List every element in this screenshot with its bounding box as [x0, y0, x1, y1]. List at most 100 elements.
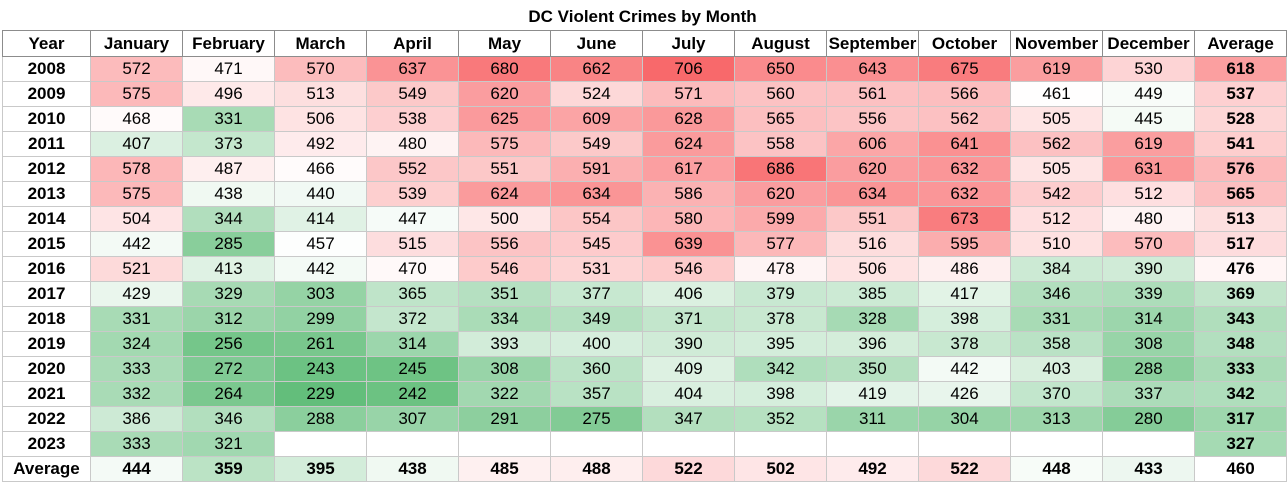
row-average-cell[interactable]: 618	[1194, 56, 1288, 82]
value-cell[interactable]: 545	[550, 231, 643, 257]
value-cell[interactable]: 322	[458, 381, 551, 407]
value-cell[interactable]: 686	[734, 156, 827, 182]
row-average-cell[interactable]: 565	[1194, 181, 1288, 207]
value-cell[interactable]: 470	[366, 256, 459, 282]
month-average-cell[interactable]: 359	[182, 456, 275, 482]
month-average-cell[interactable]: 444	[90, 456, 183, 482]
value-cell[interactable]: 625	[458, 106, 551, 132]
row-average-cell[interactable]: 369	[1194, 281, 1288, 307]
month-header[interactable]: July	[642, 30, 735, 57]
value-cell[interactable]: 339	[1101, 281, 1196, 307]
value-cell[interactable]: 504	[90, 206, 183, 232]
value-cell[interactable]: 351	[458, 281, 551, 307]
row-average-cell[interactable]: 537	[1194, 81, 1288, 107]
value-cell[interactable]: 468	[90, 106, 183, 132]
value-cell[interactable]: 426	[918, 381, 1011, 407]
month-header[interactable]: June	[550, 30, 643, 57]
value-cell[interactable]: 662	[550, 56, 643, 82]
value-cell[interactable]: 542	[1010, 181, 1103, 207]
value-cell[interactable]	[274, 431, 367, 457]
month-average-cell[interactable]: 485	[458, 456, 551, 482]
value-cell[interactable]	[366, 431, 459, 457]
value-cell[interactable]: 486	[918, 256, 1011, 282]
value-cell[interactable]: 386	[90, 406, 183, 432]
value-cell[interactable]: 641	[918, 131, 1011, 157]
value-cell[interactable]: 565	[734, 106, 827, 132]
year-cell[interactable]: 2009	[2, 81, 91, 107]
row-average-cell[interactable]: 348	[1194, 331, 1288, 357]
value-cell[interactable]: 308	[1101, 331, 1196, 357]
overall-average-cell[interactable]: 460	[1194, 456, 1288, 482]
value-cell[interactable]: 634	[550, 181, 643, 207]
value-cell[interactable]: 303	[274, 281, 367, 307]
value-cell[interactable]: 333	[90, 356, 183, 382]
value-cell[interactable]: 556	[826, 106, 919, 132]
value-cell[interactable]: 595	[918, 231, 1011, 257]
value-cell[interactable]: 680	[458, 56, 551, 82]
value-cell[interactable]: 546	[458, 256, 551, 282]
value-cell[interactable]: 314	[1101, 306, 1196, 332]
value-cell[interactable]: 620	[734, 181, 827, 207]
month-header[interactable]: November	[1010, 30, 1103, 57]
value-cell[interactable]: 280	[1101, 406, 1196, 432]
value-cell[interactable]: 243	[274, 356, 367, 382]
value-cell[interactable]: 447	[366, 206, 459, 232]
value-cell[interactable]: 637	[366, 56, 459, 82]
month-header[interactable]: January	[90, 30, 183, 57]
value-cell[interactable]: 516	[826, 231, 919, 257]
value-cell[interactable]: 639	[642, 231, 735, 257]
month-header[interactable]: February	[182, 30, 275, 57]
value-cell[interactable]: 321	[182, 431, 275, 457]
value-cell[interactable]: 496	[182, 81, 275, 107]
value-cell[interactable]: 619	[1010, 56, 1103, 82]
value-cell[interactable]: 417	[918, 281, 1011, 307]
value-cell[interactable]: 304	[918, 406, 1011, 432]
value-cell[interactable]: 342	[734, 356, 827, 382]
value-cell[interactable]: 275	[550, 406, 643, 432]
value-cell[interactable]: 308	[458, 356, 551, 382]
value-cell[interactable]: 312	[182, 306, 275, 332]
value-cell[interactable]: 352	[734, 406, 827, 432]
value-cell[interactable]: 631	[1101, 156, 1196, 182]
value-cell[interactable]: 371	[642, 306, 735, 332]
year-cell[interactable]: 2022	[2, 406, 91, 432]
value-cell[interactable]: 245	[366, 356, 459, 382]
row-average-cell[interactable]: 541	[1194, 131, 1288, 157]
value-cell[interactable]: 619	[1101, 131, 1196, 157]
value-cell[interactable]: 331	[90, 306, 183, 332]
row-average-cell[interactable]: 513	[1194, 206, 1288, 232]
value-cell[interactable]: 524	[550, 81, 643, 107]
month-header[interactable]: August	[734, 30, 827, 57]
value-cell[interactable]: 349	[550, 306, 643, 332]
value-cell[interactable]: 307	[366, 406, 459, 432]
value-cell[interactable]: 413	[182, 256, 275, 282]
value-cell[interactable]: 628	[642, 106, 735, 132]
value-cell[interactable]: 256	[182, 331, 275, 357]
value-cell[interactable]: 551	[458, 156, 551, 182]
value-cell[interactable]: 390	[642, 331, 735, 357]
month-header[interactable]: December	[1101, 30, 1196, 57]
value-cell[interactable]: 500	[458, 206, 551, 232]
value-cell[interactable]: 609	[550, 106, 643, 132]
value-cell[interactable]: 530	[1101, 56, 1196, 82]
value-cell[interactable]: 378	[734, 306, 827, 332]
value-cell[interactable]: 617	[642, 156, 735, 182]
value-cell[interactable]: 643	[826, 56, 919, 82]
value-cell[interactable]: 337	[1101, 381, 1196, 407]
value-cell[interactable]: 407	[90, 131, 183, 157]
year-cell[interactable]: 2018	[2, 306, 91, 332]
value-cell[interactable]: 549	[550, 131, 643, 157]
value-cell[interactable]: 620	[826, 156, 919, 182]
value-cell[interactable]: 314	[366, 331, 459, 357]
value-cell[interactable]: 706	[642, 56, 735, 82]
value-cell[interactable]	[550, 431, 643, 457]
value-cell[interactable]: 570	[274, 56, 367, 82]
value-cell[interactable]: 429	[90, 281, 183, 307]
value-cell[interactable]: 512	[1101, 181, 1196, 207]
value-cell[interactable]: 634	[826, 181, 919, 207]
value-cell[interactable]: 377	[550, 281, 643, 307]
value-cell[interactable]: 288	[1101, 356, 1196, 382]
value-cell[interactable]: 272	[182, 356, 275, 382]
value-cell[interactable]: 480	[1101, 206, 1196, 232]
month-header[interactable]: September	[826, 30, 919, 57]
